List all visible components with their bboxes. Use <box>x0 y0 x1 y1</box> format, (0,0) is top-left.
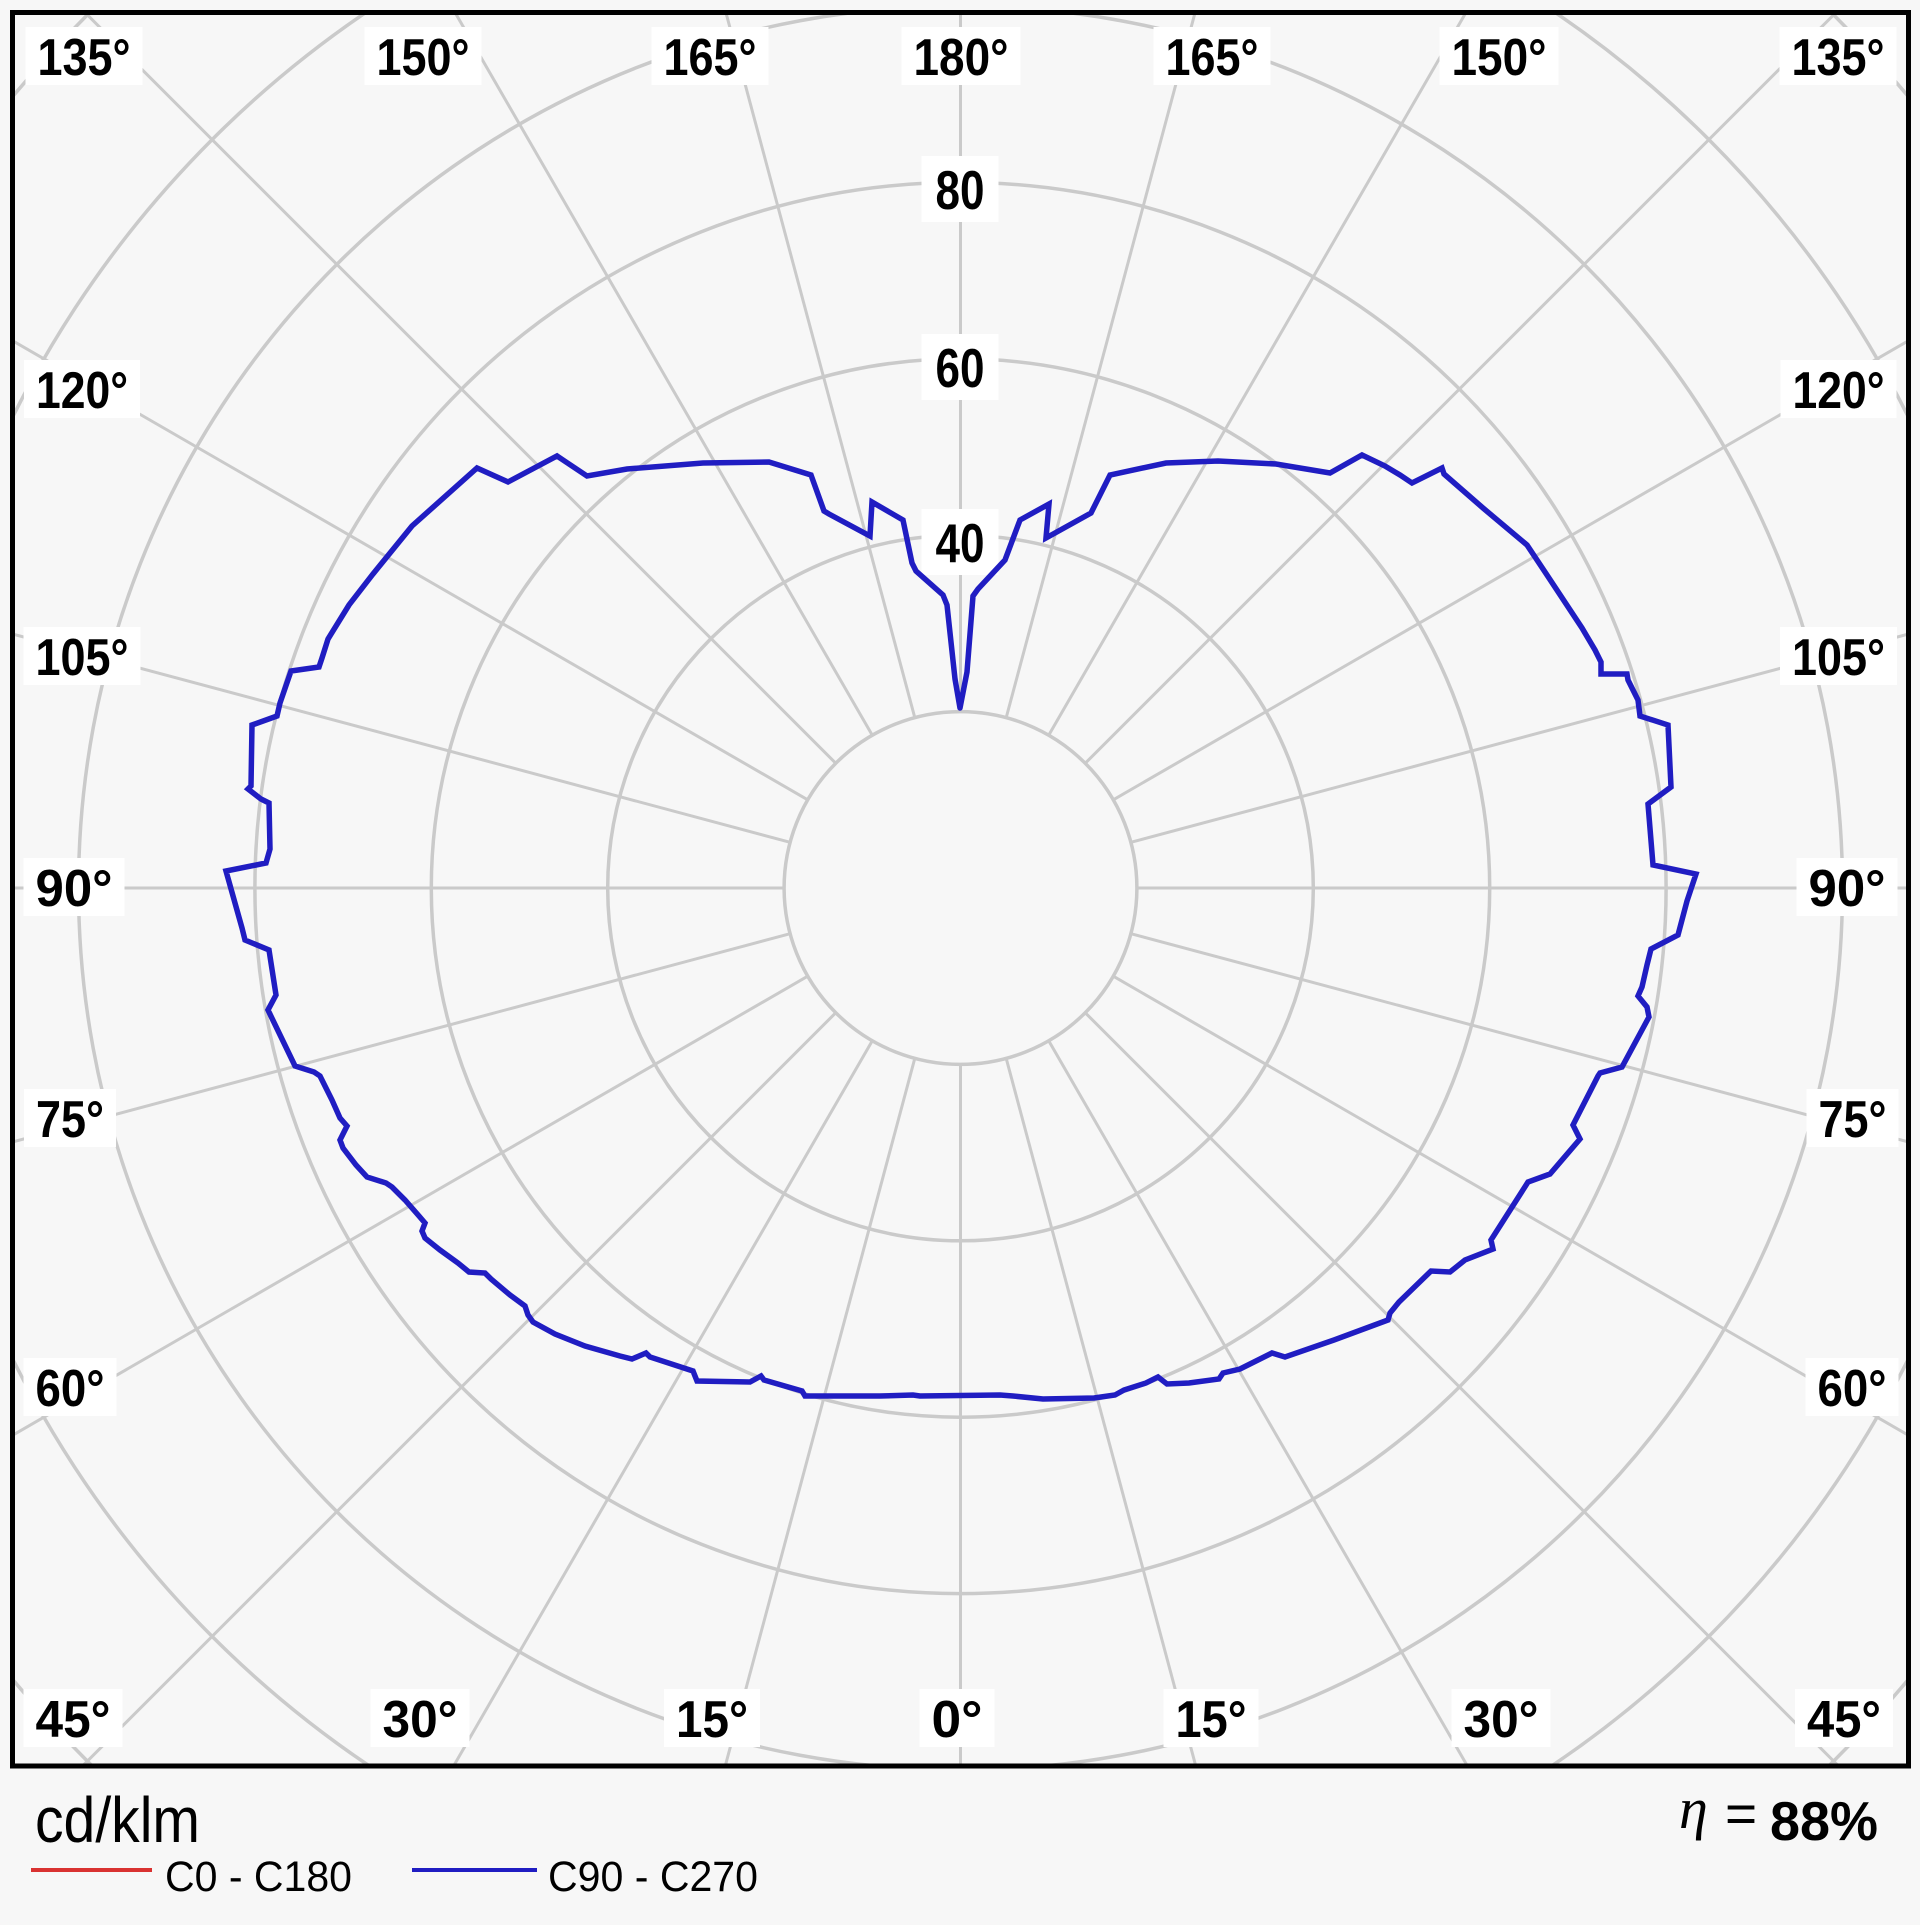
svg-text:15°: 15° <box>676 1691 748 1749</box>
svg-text:105°: 105° <box>36 629 129 687</box>
svg-text:105°: 105° <box>1792 629 1885 687</box>
svg-text:88%: 88% <box>1770 1790 1878 1852</box>
svg-text:90°: 90° <box>1809 860 1886 918</box>
svg-text:C90 - C270: C90 - C270 <box>548 1853 758 1901</box>
svg-text:80: 80 <box>936 159 985 221</box>
svg-text:60°: 60° <box>1818 1360 1887 1418</box>
svg-text:30°: 30° <box>383 1691 458 1749</box>
svg-text:60: 60 <box>936 337 985 399</box>
svg-text:165°: 165° <box>664 29 757 87</box>
svg-text:=: = <box>1725 1782 1757 1844</box>
svg-text:cd/klm: cd/klm <box>35 1784 200 1856</box>
svg-text:40: 40 <box>936 512 985 574</box>
svg-text:45°: 45° <box>36 1691 111 1749</box>
svg-text:15°: 15° <box>1176 1691 1247 1749</box>
svg-text:η: η <box>1679 1776 1708 1841</box>
svg-text:C0 - C180: C0 - C180 <box>165 1853 352 1901</box>
svg-text:180°: 180° <box>914 29 1009 87</box>
svg-text:90°: 90° <box>36 860 113 918</box>
svg-text:0°: 0° <box>932 1691 983 1749</box>
svg-text:135°: 135° <box>38 29 131 87</box>
svg-text:120°: 120° <box>36 362 128 420</box>
svg-text:30°: 30° <box>1464 1691 1539 1749</box>
svg-text:150°: 150° <box>1452 29 1547 87</box>
svg-text:75°: 75° <box>1819 1091 1887 1149</box>
svg-text:120°: 120° <box>1793 362 1885 420</box>
svg-text:135°: 135° <box>1792 29 1885 87</box>
svg-text:165°: 165° <box>1166 29 1259 87</box>
svg-text:75°: 75° <box>36 1091 104 1149</box>
svg-text:150°: 150° <box>377 29 470 87</box>
svg-text:45°: 45° <box>1807 1691 1881 1749</box>
svg-text:60°: 60° <box>36 1360 105 1418</box>
